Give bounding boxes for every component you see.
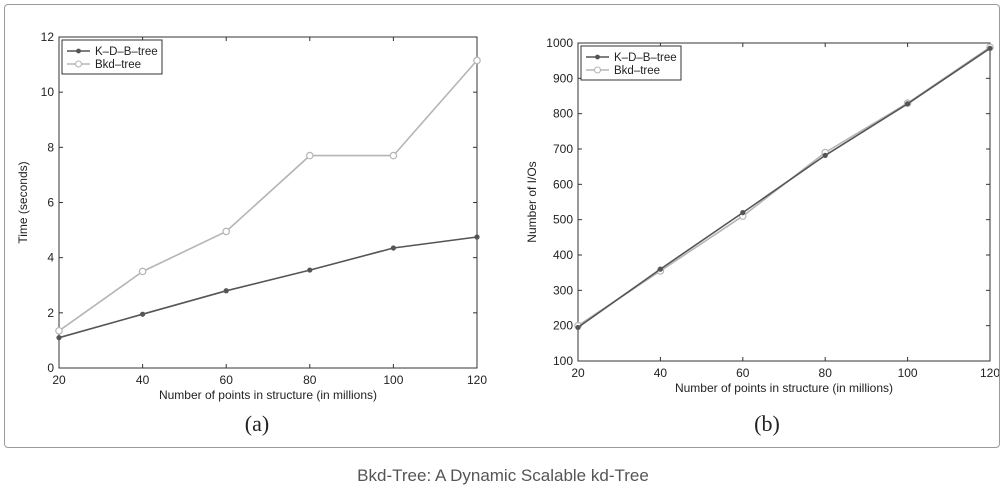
chart-a-y-tick-label: 12 (41, 30, 55, 44)
chart-b-y-tick-label: 400 (553, 248, 573, 262)
figure-svg: 20 40 60 80 100 120 0 2 4 6 8 10 12 Number of points … (16, 30, 1000, 436)
chart-b-line-kdb-tree (577, 47, 991, 329)
chart-b-y-tick-label: 900 (553, 71, 573, 85)
chart-a-x-tick-label: 80 (303, 373, 317, 387)
chart-a-x-tick-label: 120 (467, 373, 487, 387)
chart-b-point-kdb-tree (657, 266, 664, 272)
chart-a-x-tick-label: 40 (136, 373, 150, 387)
chart-a-y-tick-label: 0 (47, 361, 54, 375)
chart-a-line-bkd-tree (58, 59, 478, 332)
chart-b-plot-area (577, 42, 991, 362)
chart-b-y-tick-label: 300 (553, 283, 573, 297)
chart-a-point-bkd-tree (222, 227, 231, 236)
chart-b-point-kdb-tree (905, 101, 911, 107)
chart-b-legend-box (580, 45, 682, 81)
chart-a-x-axis-label: Number of points in structure (in millio… (159, 388, 377, 402)
chart-a-x-tick-label: 60 (220, 373, 234, 387)
chart-a-legend-marker-kdb-tree (76, 48, 81, 54)
chart-b-legend-label-bkd-tree: Bkd–tree (614, 65, 660, 77)
chart-b-legend-label-kdb-tree: K–D–B–tree (614, 52, 677, 64)
chart-a-legend-marker-bkd-tree (74, 60, 83, 68)
figure-caption: Bkd-Tree: A Dynamic Scalable kd-Tree (357, 466, 649, 485)
chart-b-point-kdb-tree (575, 324, 581, 331)
chart-a-y-axis-label: Time (seconds) (16, 161, 30, 243)
chart-a-legend-label-bkd-tree: Bkd–tree (95, 59, 141, 71)
figure-frame: 20 40 60 80 100 120 0 2 4 6 8 10 12 Number of points … (4, 4, 1000, 448)
chart-a-plot-area (58, 36, 478, 369)
chart-a-point-kdb-tree (307, 267, 313, 273)
chart-b-x-tick-label: 120 (980, 366, 999, 380)
chart-b-point-kdb-tree (822, 152, 828, 158)
chart-a-point-bkd-tree (473, 56, 481, 65)
chart-a-y-tick-label: 4 (47, 251, 54, 265)
chart-a-y-tick-label: 8 (47, 140, 54, 154)
chart-b-x-tick-label: 20 (571, 366, 585, 380)
chart-a-y-tick-label: 6 (47, 196, 54, 210)
chart-a-panel-label: (a) (245, 411, 269, 436)
chart-b-point-kdb-tree (740, 210, 746, 216)
chart-a-point-bkd-tree (305, 151, 314, 160)
chart-b-y-tick-label: 100 (553, 354, 573, 368)
chart-b-y-tick-label: 600 (553, 177, 573, 191)
chart-a-point-kdb-tree (56, 335, 62, 341)
chart-a-point-bkd-tree (55, 326, 63, 335)
chart-b-y-tick-label: 500 (553, 213, 573, 227)
chart-a-line-kdb-tree (58, 236, 478, 339)
chart-b-panel-label: (b) (754, 411, 780, 436)
chart-b-legend-marker-bkd-tree (593, 66, 602, 74)
chart-b-x-axis-label: Number of points in structure (in millio… (675, 381, 893, 395)
chart-b-x-tick-label: 100 (898, 366, 918, 380)
chart-a-point-kdb-tree (140, 311, 146, 317)
chart-b-y-tick-label: 200 (553, 319, 573, 333)
chart-b-y-axis-label: Number of I/Os (525, 161, 539, 242)
chart-a-point-kdb-tree (223, 288, 229, 294)
chart-a-point-kdb-tree (474, 234, 480, 240)
chart-a-y-tick-label: 10 (41, 85, 55, 99)
chart-a-legend-label-kdb-tree: K–D–B–tree (95, 46, 158, 58)
chart-b-y-tick-label: 800 (553, 107, 573, 121)
chart-a-y-tick-label: 2 (47, 306, 54, 320)
chart-b-point-kdb-tree (987, 45, 993, 51)
chart-b-x-tick-label: 40 (654, 366, 668, 380)
chart-a-x-tick-label: 20 (52, 373, 66, 387)
chart-b-x-tick-label: 80 (819, 366, 833, 380)
chart-a-point-bkd-tree (138, 267, 147, 276)
chart-b-x-tick-label: 60 (736, 366, 750, 380)
chart-a-x-tick-label: 100 (383, 373, 403, 387)
chart-b-y-tick-label: 1000 (546, 36, 573, 50)
chart-a-point-kdb-tree (390, 245, 396, 251)
chart-b-y-tick-label: 700 (553, 142, 573, 156)
chart-b-legend-marker-kdb-tree (595, 54, 600, 60)
chart-a-legend-box (61, 39, 163, 75)
chart-a-point-bkd-tree (389, 151, 398, 160)
